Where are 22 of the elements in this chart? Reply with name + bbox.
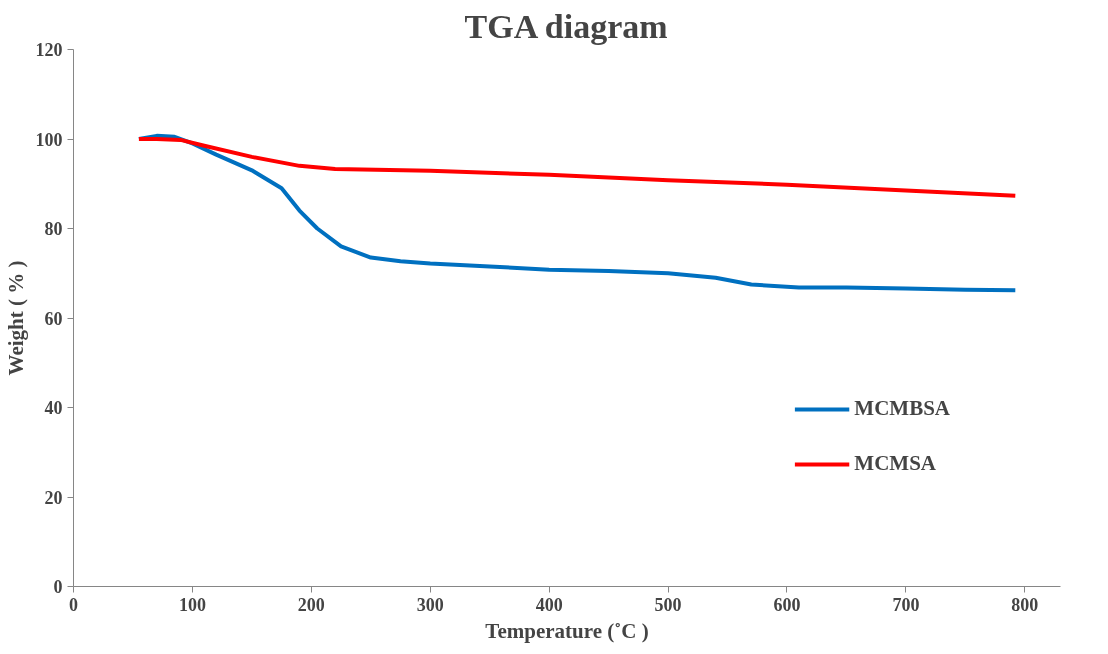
x-tick-label: 700 <box>892 594 920 615</box>
y-tick-label: 100 <box>35 129 63 150</box>
legend-label: MCMSA <box>854 451 936 476</box>
y-axis-title: Weight ( % ) <box>3 260 28 376</box>
x-axis-title: Temperature (˚C ) <box>485 618 649 643</box>
x-tick-label: 500 <box>654 594 682 615</box>
line-series <box>136 137 1018 198</box>
y-tick-label: 20 <box>44 487 63 508</box>
y-tick-label: 40 <box>44 398 63 418</box>
y-tick-label: 80 <box>44 219 63 239</box>
x-tick-label: 800 <box>1011 594 1039 615</box>
y-tick-label: 60 <box>44 308 63 329</box>
y-tick-label: 120 <box>35 40 63 60</box>
y-tick-label: 0 <box>53 577 63 597</box>
x-tick-label: 200 <box>297 594 325 615</box>
legend-label: MCMBSA <box>854 396 950 421</box>
x-tick-label: 100 <box>178 594 206 615</box>
chart-title: TGA diagram <box>464 7 668 45</box>
x-tick-label: 600 <box>773 594 801 615</box>
x-tick-label: 400 <box>535 594 563 615</box>
x-tick-label: 0 <box>69 594 78 615</box>
x-tick-label: 300 <box>416 594 444 615</box>
